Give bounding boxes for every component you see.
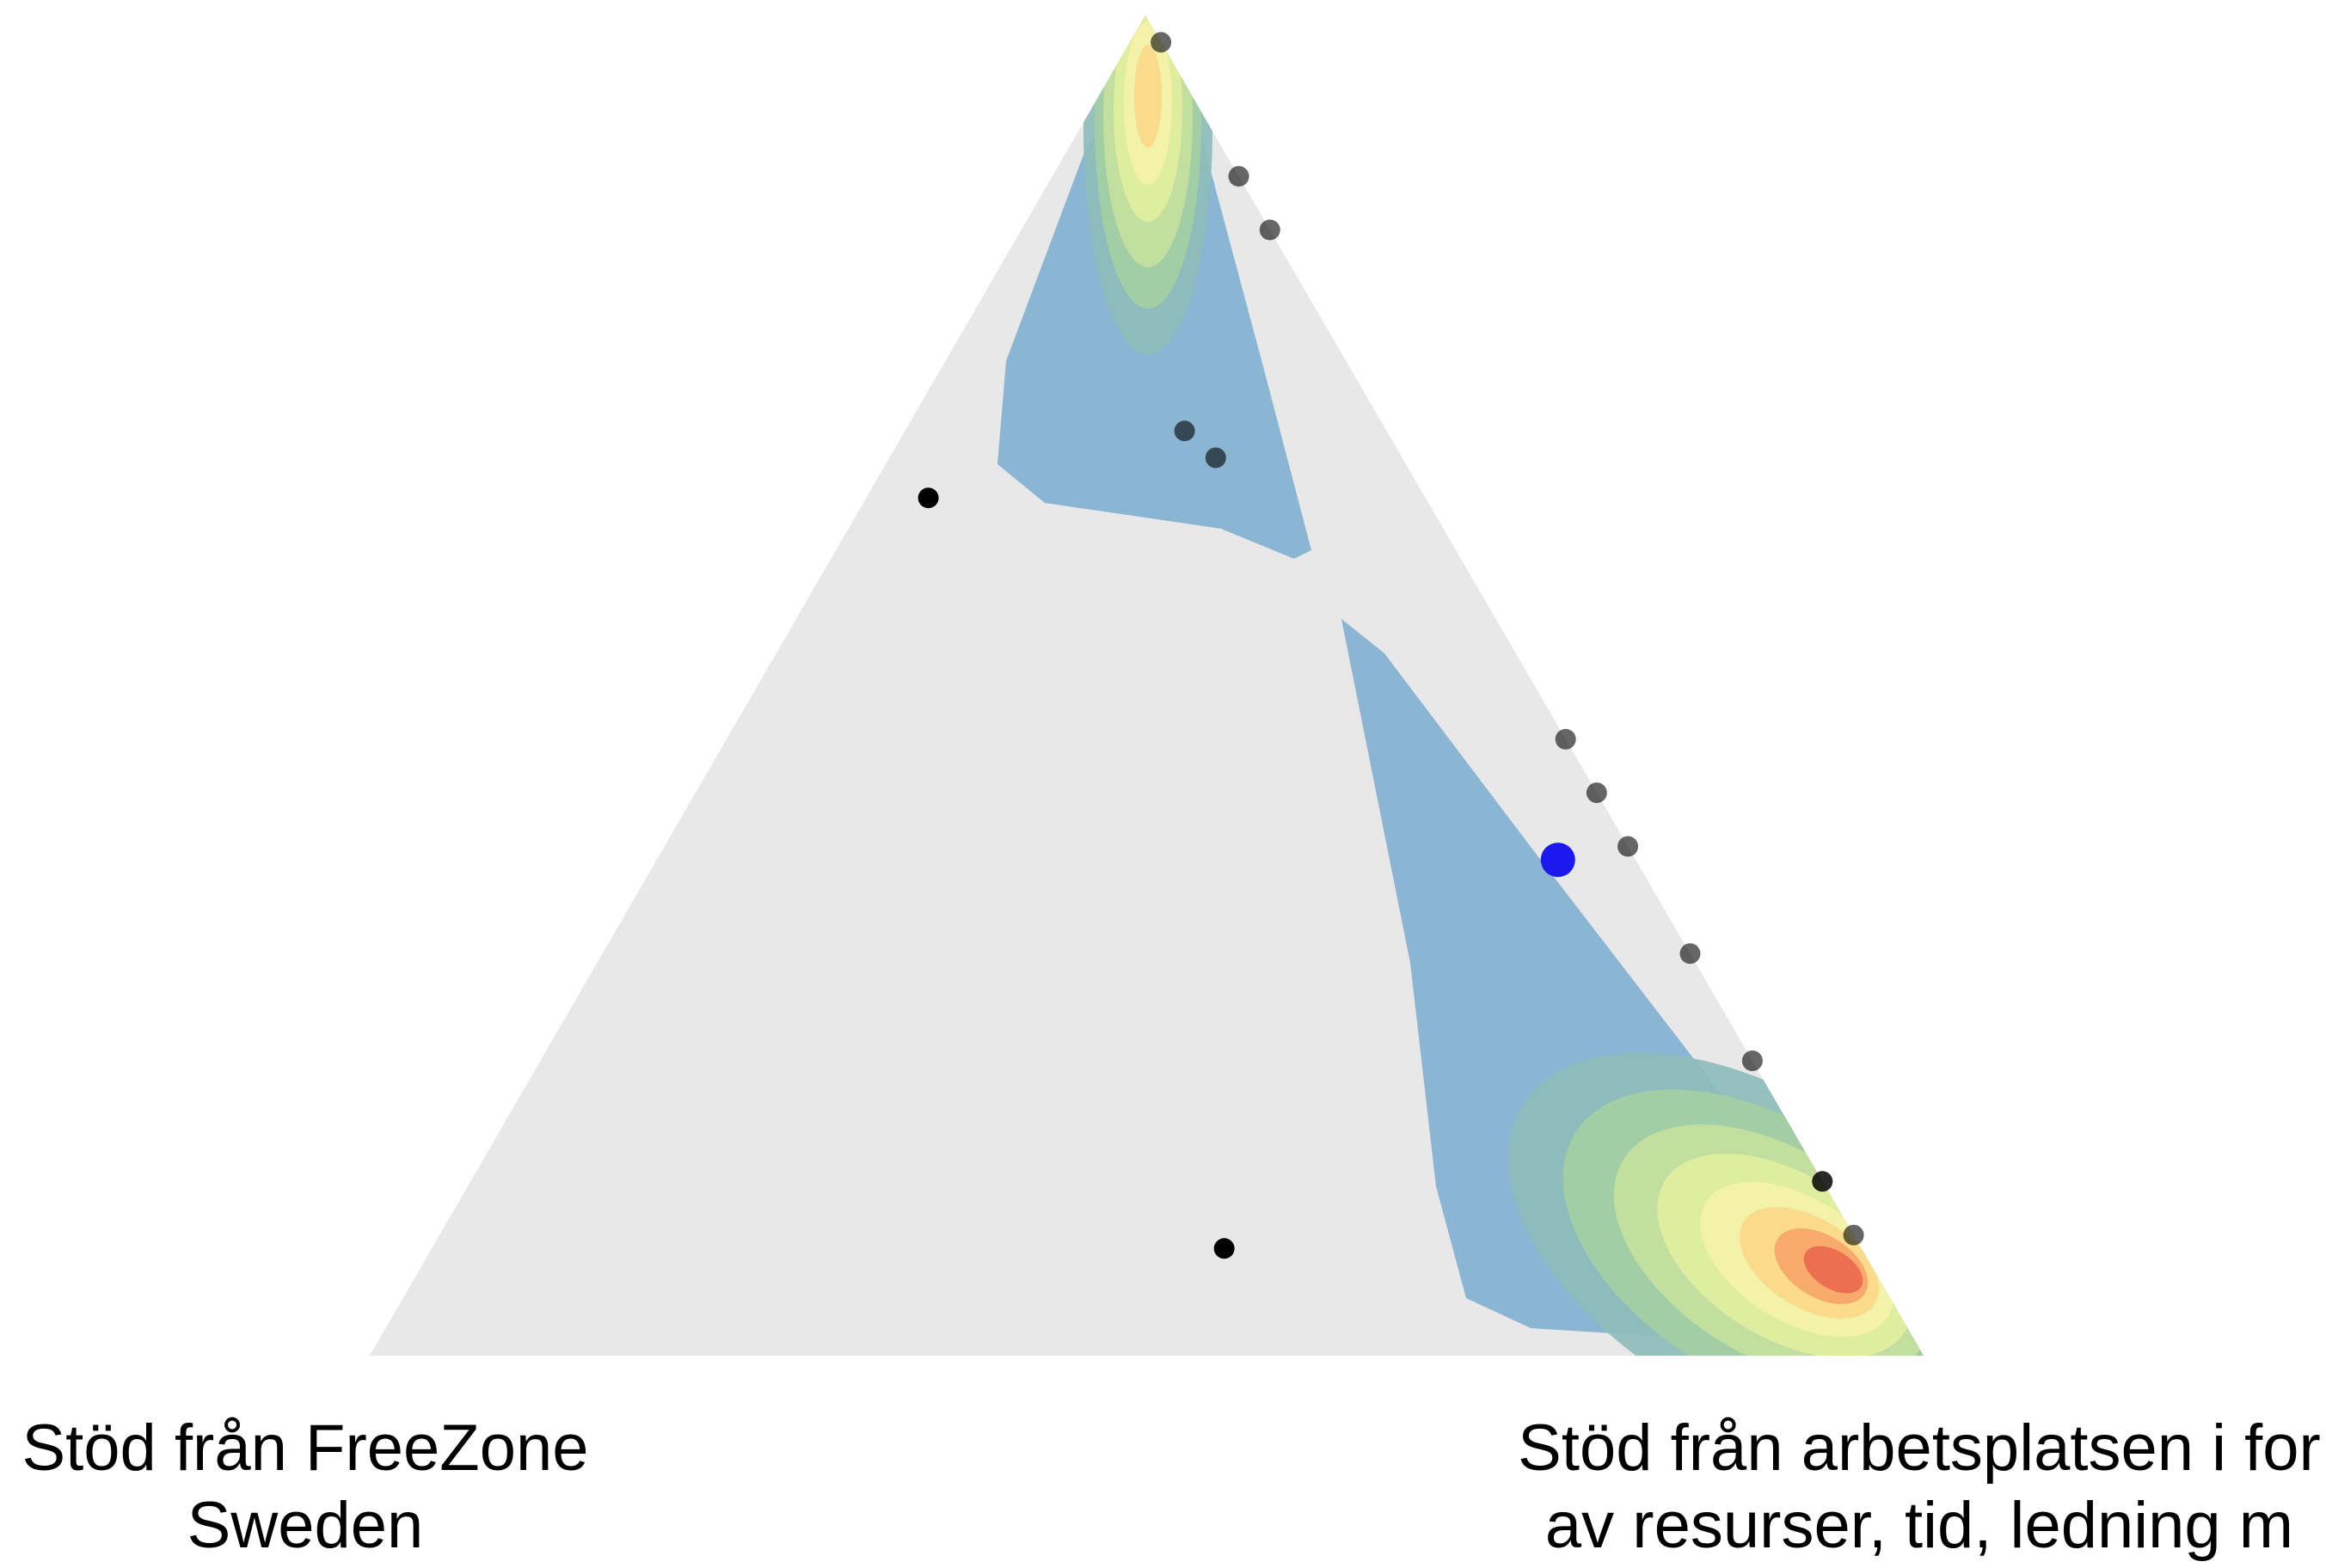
points-layer: [918, 32, 1864, 1259]
data-point: [1617, 836, 1639, 857]
corner-label-bottom-left-line2: Sweden: [187, 1489, 424, 1562]
data-point: [1812, 1171, 1833, 1192]
data-point: [1259, 219, 1280, 241]
data-point: [1586, 782, 1607, 804]
density-bottom-level-8: [1803, 1246, 1863, 1294]
corner-label-bottom-left-line1: Stöd från FreeZone: [21, 1412, 588, 1485]
corner-label-bottom-right-line2: av resurser, tid, ledning m: [1545, 1489, 2293, 1562]
data-point: [1213, 1238, 1235, 1259]
corner-label-bottom-right-line1: Stöd från arbetsplatsen i for: [1518, 1412, 2321, 1485]
data-point: [1205, 447, 1226, 469]
data-point: [1679, 943, 1701, 965]
highlight-point: [1540, 842, 1575, 878]
data-point: [918, 487, 939, 509]
data-point: [1555, 728, 1576, 750]
data-point: [1741, 1050, 1763, 1071]
data-point: [1174, 420, 1195, 442]
data-point: [1843, 1224, 1864, 1246]
density-top-level-6: [1134, 45, 1162, 148]
data-point: [1228, 166, 1249, 187]
data-point: [1151, 32, 1172, 53]
